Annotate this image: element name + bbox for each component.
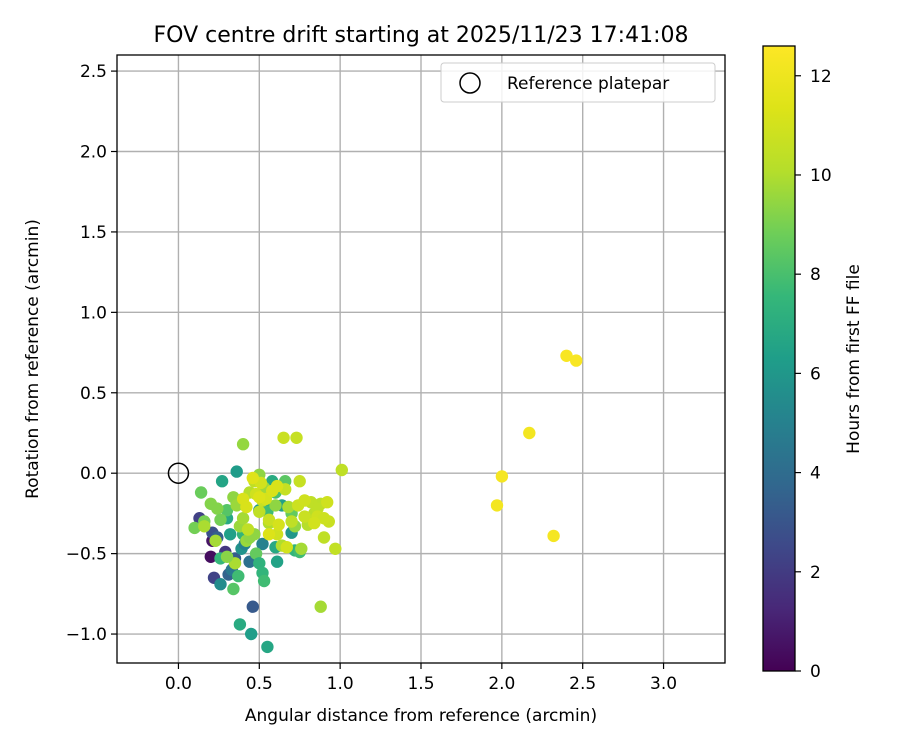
data-point [188, 521, 201, 535]
data-point [233, 618, 247, 631]
data-point [262, 528, 276, 541]
y-axis: −1.0 −0.5 0.0 0.5 1.0 1.5 2.0 2.5 [66, 62, 117, 645]
colorbar-ticks: 0 2 4 6 8 10 12 [795, 67, 832, 682]
chart-title: FOV centre drift starting at 2025/11/23 … [154, 23, 689, 48]
data-point [547, 529, 560, 543]
data-point [204, 550, 217, 563]
x-tick-label: 1.0 [327, 674, 354, 694]
legend-entry-label: Reference platepar [507, 74, 669, 94]
legend-marker-icon [459, 72, 481, 94]
data-point [308, 516, 321, 530]
data-point [290, 431, 303, 444]
data-point [245, 627, 258, 641]
data-point [282, 500, 295, 514]
data-point [270, 555, 284, 568]
data-point [253, 557, 266, 570]
data-point [211, 502, 224, 515]
data-point [194, 486, 208, 499]
colorbar-tick-label: 6 [810, 364, 821, 384]
data-point [298, 510, 311, 523]
data-point [232, 569, 245, 583]
y-tick-label: 1.5 [80, 223, 107, 243]
y-tick-label: 2.5 [80, 62, 107, 82]
data-point [335, 463, 348, 477]
y-tick-label: 1.0 [80, 303, 107, 323]
data-point [256, 537, 269, 551]
data-point [236, 438, 250, 451]
data-point [224, 528, 237, 541]
data-point [317, 512, 331, 525]
colorbar-label: Hours from first FF file [844, 264, 864, 454]
data-point [241, 523, 255, 536]
data-point [214, 513, 227, 526]
data-point [495, 470, 509, 483]
data-point [321, 496, 334, 509]
data-point [285, 515, 298, 528]
data-point [293, 475, 306, 488]
data-point [261, 640, 274, 654]
data-point [198, 520, 211, 533]
colorbar-tick-label: 12 [810, 67, 832, 87]
data-point [215, 475, 229, 488]
data-point [317, 531, 331, 544]
data-point [280, 541, 293, 554]
colorbar: 0 2 4 6 8 10 12 Hours from first FF file [762, 45, 864, 682]
y-tick-label: 0.0 [80, 464, 107, 484]
data-point [523, 426, 536, 440]
colorbar-tick-label: 10 [810, 166, 832, 186]
colorbar-tick-label: 4 [810, 464, 821, 484]
legend-box [440, 62, 716, 103]
data-point [257, 574, 271, 588]
data-point [236, 512, 250, 525]
colorbar-tick-label: 0 [810, 662, 821, 682]
grid-lines [117, 55, 725, 663]
y-tick-label: −0.5 [66, 545, 107, 565]
data-point [214, 578, 227, 591]
colorbar-tick-label: 8 [810, 265, 821, 285]
y-axis-label: Rotation from reference (arcmin) [23, 219, 43, 499]
x-tick-label: 2.0 [488, 674, 515, 694]
data-point [329, 542, 342, 555]
y-tick-label: 2.0 [80, 143, 107, 163]
colorbar-gradient [762, 45, 796, 672]
data-point [570, 354, 583, 367]
reference-platepar-marker [167, 462, 190, 484]
data-point [262, 513, 276, 526]
data-point [253, 505, 266, 518]
data-point [230, 465, 243, 478]
data-point [253, 491, 266, 504]
x-axis-label: Angular distance from reference (arcmin) [245, 706, 597, 726]
data-point [269, 499, 282, 512]
x-tick-label: 0.0 [165, 674, 192, 694]
data-point [246, 471, 259, 485]
y-tick-label: −1.0 [66, 625, 107, 645]
data-point [272, 518, 285, 531]
colorbar-tick-label: 2 [810, 563, 821, 583]
data-point [277, 431, 290, 444]
data-point [220, 550, 234, 563]
data-point [295, 542, 308, 555]
x-tick-label: 2.5 [569, 674, 596, 694]
data-point [490, 499, 504, 512]
y-tick-label: 0.5 [80, 384, 107, 404]
data-point [270, 479, 284, 493]
data-point [560, 349, 573, 362]
data-point [236, 492, 250, 506]
x-tick-label: 1.5 [407, 674, 434, 694]
data-point [227, 582, 240, 596]
data-point [246, 600, 259, 613]
data-point [314, 600, 327, 613]
x-tick-label: 0.5 [246, 674, 273, 694]
legend: Reference platepar [440, 62, 716, 103]
data-point [209, 534, 222, 547]
data-point [249, 547, 263, 560]
x-axis: 0.0 0.5 1.0 1.5 2.0 2.5 3.0 [165, 663, 677, 694]
data-points [188, 349, 583, 654]
data-point [298, 494, 311, 507]
x-tick-label: 3.0 [650, 674, 677, 694]
data-point [220, 504, 234, 517]
